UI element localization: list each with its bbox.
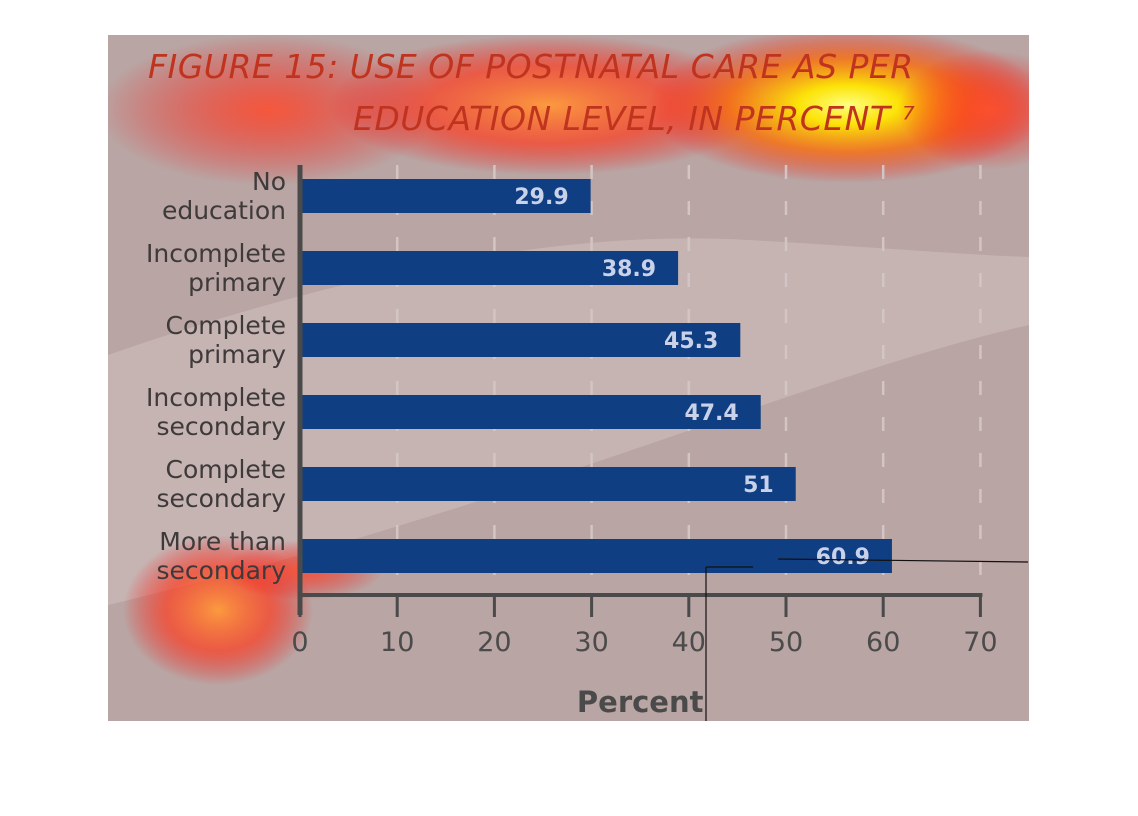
annotation-stroke — [777, 558, 1029, 563]
category-label: secondary — [156, 556, 286, 585]
category-label: secondary — [156, 412, 286, 441]
data-label: 51 — [743, 473, 774, 498]
bars — [300, 179, 892, 573]
x-tick-label: 30 — [574, 627, 608, 658]
x-axis-title: Percent — [577, 685, 704, 719]
chart-title-line-1: FIGURE 15: USE OF POSTNATAL CARE AS PER — [148, 47, 914, 86]
category-label: Incomplete — [146, 239, 286, 268]
category-label: secondary — [156, 484, 286, 513]
x-tick-label: 70 — [963, 627, 997, 658]
bar — [300, 251, 679, 285]
x-tick-label: 20 — [477, 627, 511, 658]
data-label: 60.9 — [816, 545, 870, 570]
bar — [300, 179, 591, 213]
bar — [300, 323, 741, 357]
x-tick-label: 10 — [380, 627, 414, 658]
chart-figure: FIGURE 15: USE OF POSTNATAL CARE AS PER … — [108, 35, 1029, 721]
category-label: Incomplete — [146, 383, 286, 412]
x-tick-label: 40 — [672, 627, 706, 658]
grid-lines — [395, 165, 982, 593]
category-label: education — [162, 196, 286, 225]
category-label: Complete — [166, 455, 286, 484]
x-tick-label: 0 — [291, 627, 308, 658]
category-label: More than — [159, 527, 286, 556]
bar — [300, 467, 796, 501]
category-label: primary — [188, 340, 286, 369]
axes — [297, 165, 983, 617]
x-tick-label: 50 — [769, 627, 803, 658]
category-label: Complete — [166, 311, 286, 340]
bar-chart: 29.9Noeducation38.9Incompleteprimary45.3… — [146, 165, 1029, 721]
data-label: 45.3 — [664, 329, 718, 354]
data-label: 29.9 — [514, 185, 568, 210]
category-label: primary — [188, 268, 286, 297]
chart-title-line-2: EDUCATION LEVEL, IN PERCENT ⁷ — [353, 99, 916, 138]
data-label: 47.4 — [684, 401, 738, 426]
labels: 29.9Noeducation38.9Incompleteprimary45.3… — [146, 167, 1029, 721]
bar — [300, 395, 761, 429]
x-tick-label: 60 — [866, 627, 900, 658]
category-label: No — [252, 167, 286, 196]
bar — [300, 539, 892, 573]
data-label: 38.9 — [602, 257, 656, 282]
